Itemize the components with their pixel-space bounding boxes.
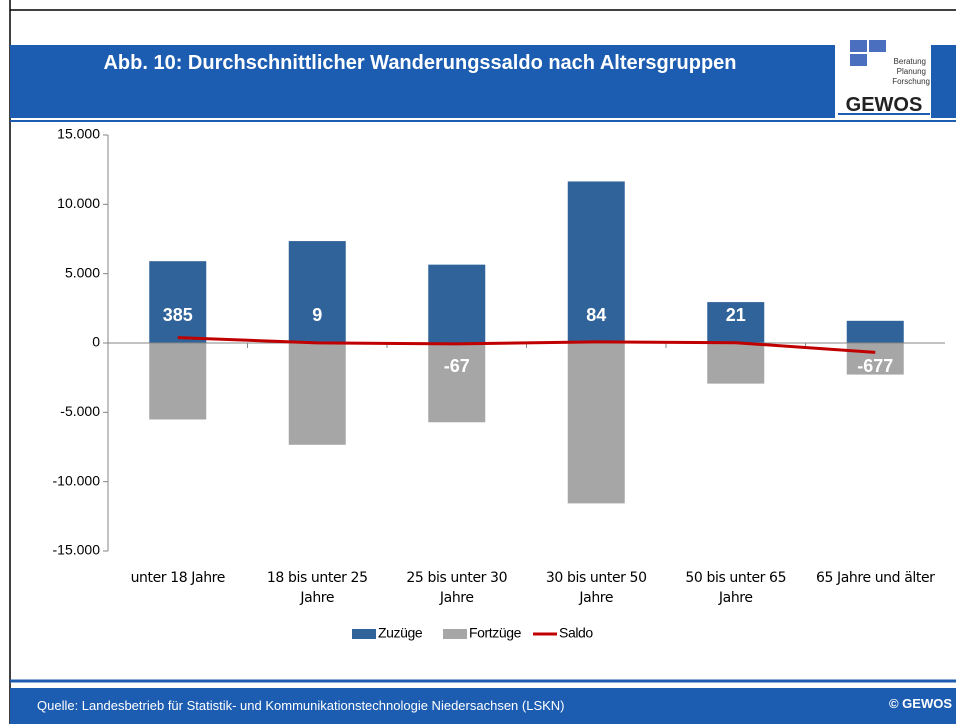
x-tick-label: 30 bis unter 50 Jahre xyxy=(545,570,647,606)
data-label: 21 xyxy=(726,305,746,325)
data-label: 385 xyxy=(163,305,193,325)
y-tick-label: 15.000 xyxy=(57,126,100,142)
chart-title: Abb. 10: Durchschnittlicher Wanderungssa… xyxy=(103,52,737,74)
x-tick-label: 65 Jahre und älter xyxy=(815,570,935,586)
bar xyxy=(567,181,625,343)
x-tick-label: 50 bis unter 65 Jahre xyxy=(685,570,787,606)
bar xyxy=(707,343,765,384)
x-tick-label: 18 bis unter 25 Jahre xyxy=(266,570,368,606)
y-tick-label: -5.000 xyxy=(60,403,100,419)
bar xyxy=(567,343,625,504)
bar xyxy=(846,343,904,375)
logo-text: Forschung xyxy=(892,77,930,86)
line xyxy=(177,336,876,354)
bar xyxy=(288,241,346,343)
data-label: -677 xyxy=(857,356,893,376)
logo-square xyxy=(850,40,867,52)
data-label: -67 xyxy=(444,356,470,376)
logo-square xyxy=(850,54,867,66)
footer-bar xyxy=(10,688,956,724)
bar xyxy=(149,261,207,343)
bar xyxy=(846,320,904,343)
header-bar xyxy=(10,45,956,118)
bar xyxy=(288,343,346,445)
logo-text: Beratung xyxy=(893,57,926,66)
bar xyxy=(149,343,207,420)
data-label: 84 xyxy=(586,305,606,325)
y-tick-label: 10.000 xyxy=(57,195,100,211)
legend-label: Saldo xyxy=(559,625,593,641)
bar xyxy=(428,264,486,343)
logo-square xyxy=(869,40,886,52)
x-tick-label: 25 bis unter 30 Jahre xyxy=(406,570,508,606)
y-tick-label: 0 xyxy=(92,334,100,350)
bar xyxy=(707,302,765,343)
copyright: © GEWOS xyxy=(888,696,952,711)
legend-swatch xyxy=(352,629,376,639)
legend-swatch xyxy=(443,629,467,639)
y-tick-label: -10.000 xyxy=(53,472,101,488)
legend-label: Zuzüge xyxy=(378,625,423,641)
source-note: Quelle: Landesbetrieb für Statistik- und… xyxy=(37,698,565,713)
bar xyxy=(428,343,486,423)
legend-label: Fortzüge xyxy=(469,625,522,641)
logo-name: GEWOS xyxy=(845,94,923,116)
y-tick-label: 5.000 xyxy=(65,264,100,280)
logo-text: Planung xyxy=(896,67,926,76)
x-tick-label: unter 18 Jahre xyxy=(130,570,226,586)
data-label: 9 xyxy=(312,305,322,325)
y-tick-label: -15.000 xyxy=(53,542,101,558)
